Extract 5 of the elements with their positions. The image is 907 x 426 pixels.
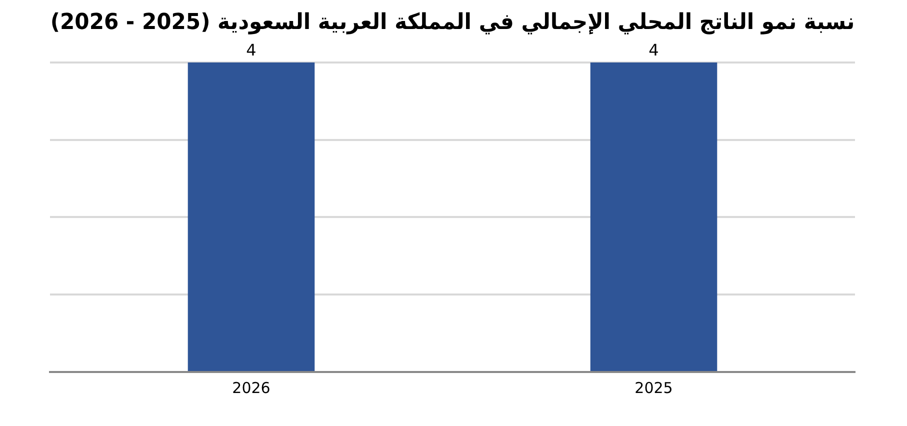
data-label: 4 — [648, 40, 659, 60]
data-label: 4 — [246, 40, 256, 60]
x-tick-label: 2025 — [634, 378, 673, 397]
x-tick-label: 2026 — [232, 378, 270, 397]
chart-title: نسبة نمو الناتج المحلي الإجمالي في المملكة العربية السعودية (2025 - 2026) — [50, 10, 855, 36]
